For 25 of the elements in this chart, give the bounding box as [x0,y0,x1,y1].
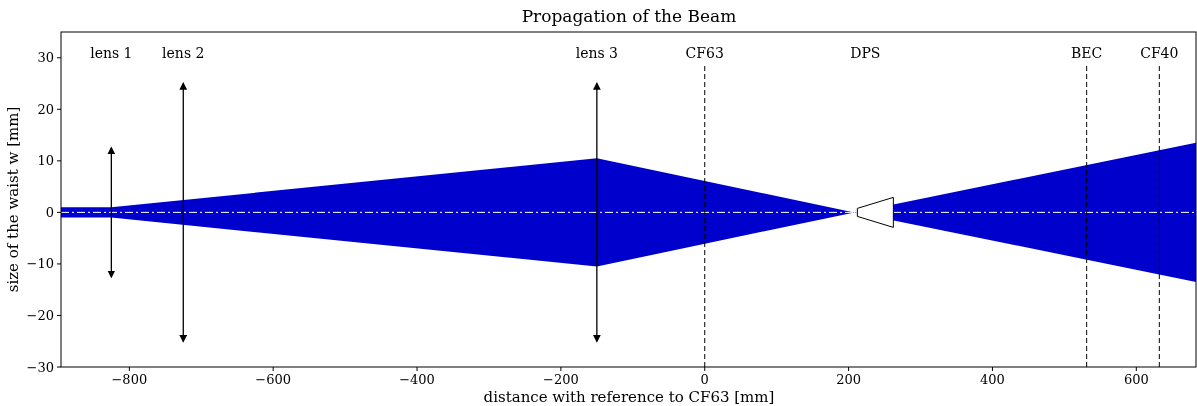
x-tick-label: −200 [543,372,579,387]
text: lens 3 [575,45,619,61]
y-tick-label: −20 [26,307,54,323]
ref-line-label: BEC [1071,45,1103,61]
x-tick-label: 600 [1123,372,1149,387]
y-tick-label: 20 [37,101,54,117]
y-tick-label: −10 [26,256,54,272]
ref-line-label: CF63 [685,45,724,61]
x-tick-label: −800 [111,372,148,387]
text: lens 2 [162,45,205,61]
chart-title: Propagation of the Beam [521,6,737,26]
legend-label: lens 1 [90,45,133,61]
x-tick-label: −600 [255,372,292,387]
x-tick-label: −400 [399,372,435,387]
y-tick-label: −30 [26,359,54,375]
ref-line-label: CF40 [1140,45,1179,61]
annotation: DPS [850,45,881,61]
y-tick-label: 30 [37,50,54,66]
y-tick-label: 10 [37,153,54,169]
x-tick-label: 0 [700,372,709,387]
x-axis-title: distance with reference to CF63 [mm] [483,388,775,406]
y-axis-title: size of the waist w [mm] [4,106,22,293]
y-tick-label: 0 [45,204,54,220]
x-tick-label: 200 [836,372,862,387]
x-tick-label: 400 [980,372,1005,387]
